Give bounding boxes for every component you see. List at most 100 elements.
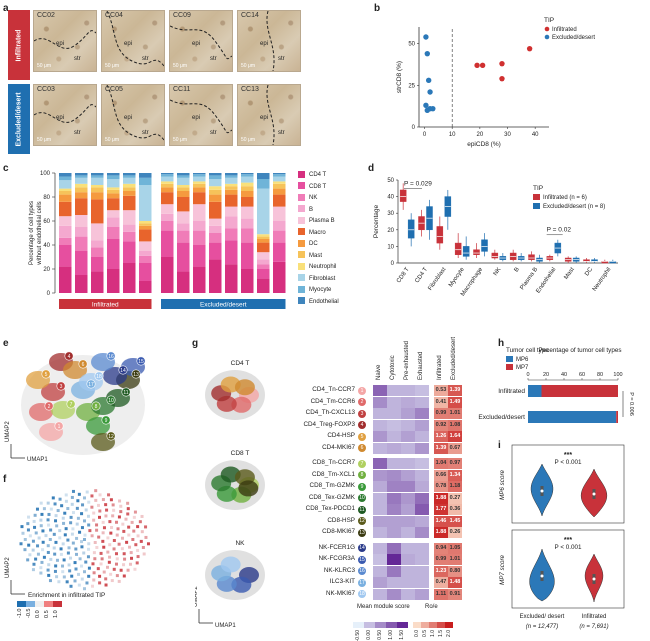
cluster-badge: 10 xyxy=(358,494,366,502)
legend-item: Fibroblast xyxy=(298,274,339,286)
x-tick-label: 60 xyxy=(579,372,585,378)
heatmap-cell-module-score xyxy=(373,542,387,554)
legend-swatch xyxy=(298,274,305,282)
bar-segment xyxy=(225,175,238,178)
enrichment-cell xyxy=(119,568,123,572)
bar-segment xyxy=(59,188,72,191)
subset-label: CD8 T xyxy=(231,450,250,457)
cluster-badge xyxy=(41,369,51,379)
enrichment-cell xyxy=(101,539,105,543)
enrichment-cell xyxy=(70,502,74,506)
enrichment-cell xyxy=(42,507,46,511)
bar-segment xyxy=(241,242,254,269)
bar-segment xyxy=(91,271,104,293)
enrichment-cell xyxy=(76,499,80,503)
y-tick-label: 40 xyxy=(43,243,50,249)
significance-stars: *** xyxy=(564,452,572,459)
x-tick-label: 10 xyxy=(449,132,456,138)
enrichment-cell xyxy=(136,525,140,529)
enrichment-cell xyxy=(140,530,144,534)
colorbar-segment xyxy=(353,622,364,628)
umap2-label: UMAP2 xyxy=(5,557,11,578)
bar-segment xyxy=(91,240,104,248)
bar-segment xyxy=(75,236,88,251)
legend-item: Plasma B xyxy=(298,216,339,228)
enrichment-cell xyxy=(106,536,110,540)
heatmap-cell-module-score xyxy=(415,577,429,588)
heatmap-g: Naive Cytotoxic Pre-exhausted Exhausted Infi… xyxy=(285,337,462,641)
y-tick-label: 60 xyxy=(43,219,50,225)
heatmap-cell-module-score xyxy=(401,542,415,554)
bar-segment xyxy=(241,191,254,197)
enrichment-cell xyxy=(92,578,96,582)
bar-segment xyxy=(209,225,222,233)
legend-swatch xyxy=(298,170,305,178)
region-epi: epi xyxy=(56,41,65,47)
bar-segment xyxy=(177,242,190,272)
bar-segment xyxy=(528,411,617,423)
bar-segment xyxy=(139,223,152,226)
y-tick-label: 50 xyxy=(408,42,415,48)
legend-item: DC xyxy=(298,239,339,251)
enrichment-cell xyxy=(83,587,86,591)
enrichment-cell xyxy=(71,511,75,515)
enrichment-cell xyxy=(23,548,27,552)
region-str: str xyxy=(210,130,217,136)
bar-segment xyxy=(193,181,206,184)
heatmap-cell-module-score xyxy=(401,469,415,481)
bar-segment xyxy=(193,204,206,221)
enrichment-cell xyxy=(90,534,94,538)
bar-segment xyxy=(161,187,174,193)
enrichment-cell xyxy=(48,538,52,541)
enrichment-cell xyxy=(77,492,81,496)
enrichment-cell xyxy=(64,527,68,531)
enrichment-cell xyxy=(80,512,84,516)
enrichment-cell xyxy=(26,522,30,526)
enrichment-cell xyxy=(33,525,37,529)
bar-segment xyxy=(91,175,104,178)
y-tick-label: 50 xyxy=(387,178,394,184)
umap-cluster xyxy=(238,480,259,497)
enrichment-cell xyxy=(131,538,135,541)
heatmap-cell-module-score xyxy=(387,542,401,554)
tumor-boundary xyxy=(266,11,275,71)
enrichment-cell xyxy=(120,536,124,540)
x-tick-label: CD8 T xyxy=(396,266,411,284)
enrichment-cell xyxy=(119,504,123,508)
enrichment-cell xyxy=(130,520,134,524)
significance-stars: *** xyxy=(564,537,572,544)
box-body xyxy=(528,254,535,260)
enrichment-cell xyxy=(126,568,130,572)
enrichment-cell xyxy=(83,496,86,500)
bar-segment xyxy=(209,175,222,179)
legend-label: CD4 T xyxy=(309,172,327,178)
bar-segment xyxy=(225,228,238,241)
bar-segment xyxy=(209,233,222,243)
enrichment-cell xyxy=(31,568,35,572)
cluster-number: 7 xyxy=(70,402,73,408)
enrichment-cell xyxy=(115,533,119,537)
box-body xyxy=(491,252,499,259)
bar-segment xyxy=(209,242,222,260)
umap-subsets-g: CD4 T CD8 T NK UMAP1 UMAP2 xyxy=(195,360,265,629)
heatmap-cell-module-score xyxy=(373,515,387,527)
x-tick-label: DC xyxy=(584,266,594,277)
heatmap-row-label: CD8-HSP xyxy=(327,516,355,524)
colorbar-label: Mean module score xyxy=(357,604,410,610)
legend-c: CD4 T CD8 T NK B Plasma B Macro DC Mast Neutroph… xyxy=(298,170,339,308)
heatmap-cell-module-score xyxy=(415,481,429,492)
scatter-point xyxy=(430,105,436,112)
enrichment-cell xyxy=(62,558,66,562)
heatmap-cell-roe: 1.01 xyxy=(448,554,462,565)
bar-segment xyxy=(59,191,72,195)
legend-title: TIP xyxy=(544,17,554,24)
cluster-number: 10 xyxy=(108,398,114,404)
x-tick-label: Plasma B xyxy=(519,267,539,291)
tile-id: CC14 xyxy=(241,12,259,19)
bar-segment xyxy=(123,210,136,225)
bar-segment xyxy=(107,227,120,239)
heatmap-cell-module-score xyxy=(373,419,387,431)
bar-segment xyxy=(177,173,190,176)
subset-label: CD4 T xyxy=(231,360,250,367)
cluster-badge xyxy=(131,369,141,379)
